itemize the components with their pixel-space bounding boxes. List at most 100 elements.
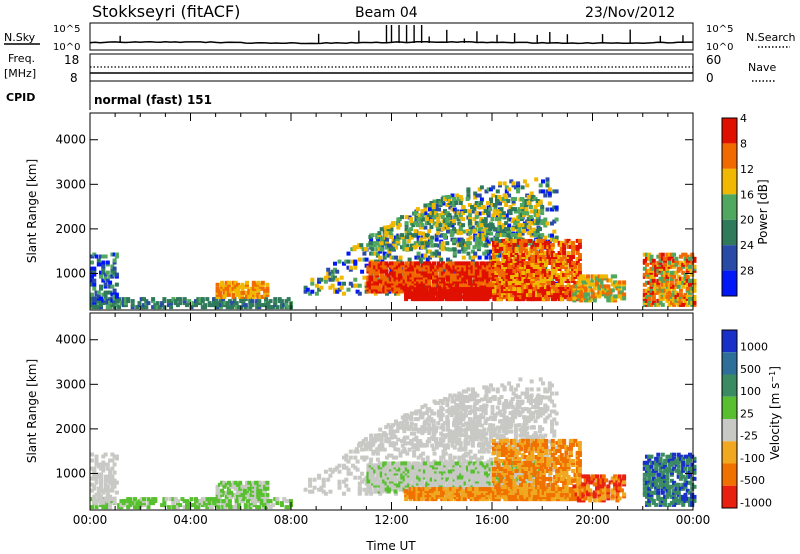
heatmap-cell (99, 500, 103, 505)
heatmap-cell (506, 227, 511, 232)
heatmap-cell (182, 499, 187, 504)
heatmap-cell (466, 193, 471, 198)
heatmap-cell (479, 265, 484, 270)
heatmap-cell (601, 290, 606, 295)
heatmap-cell (108, 505, 113, 510)
heatmap-cell (220, 488, 225, 493)
heatmap-cell (357, 283, 362, 288)
heatmap-cell (660, 270, 665, 275)
heatmap-cell (458, 231, 463, 236)
heatmap-cell (234, 301, 239, 306)
heatmap-cell (237, 305, 241, 310)
heatmap-cell (344, 457, 349, 462)
heatmap-cell (395, 261, 400, 266)
heatmap-cell (187, 299, 192, 304)
heatmap-cell (503, 251, 508, 255)
heatmap-cell (346, 251, 351, 256)
heatmap-cell (470, 443, 475, 448)
heatmap-cell (467, 241, 472, 246)
heatmap-cell (373, 433, 378, 438)
heatmap-cell (566, 238, 571, 243)
heatmap-cell (477, 227, 482, 232)
heatmap-cell (559, 277, 564, 281)
heatmap-cell (553, 253, 558, 257)
heatmap-cell (519, 263, 524, 267)
heatmap-cell (344, 483, 349, 488)
heatmap-cell (389, 453, 394, 458)
heatmap-cell (507, 297, 512, 302)
heatmap-cell (566, 289, 571, 294)
heatmap-cell (137, 503, 142, 508)
heatmap-cell (439, 409, 444, 414)
heatmap-cell (337, 281, 342, 286)
heatmap-cell (438, 287, 442, 292)
heatmap-cell (667, 256, 672, 261)
heatmap-cell (685, 286, 690, 291)
heatmap-cell (346, 265, 351, 270)
heatmap-cell (96, 290, 101, 295)
heatmap-cell (229, 286, 234, 291)
heatmap-cell (557, 283, 562, 287)
heatmap-cell (555, 273, 560, 277)
heatmap-cell (404, 261, 409, 266)
heatmap-cell (541, 279, 546, 283)
cpid-mode-text: normal (fast) 151 (94, 93, 212, 107)
heatmap-cell (105, 298, 110, 303)
heatmap-cell (676, 292, 681, 297)
heatmap-cell (238, 290, 243, 295)
heatmap-cell (649, 274, 654, 279)
heatmap-cell (146, 505, 151, 510)
heatmap-cell (492, 209, 497, 214)
heatmap-cell (562, 265, 567, 269)
heatmap-cell (559, 249, 564, 253)
heatmap-cell (583, 280, 588, 285)
heatmap-cell (391, 255, 396, 260)
heatmap-cell (613, 284, 618, 289)
heatmap-cell (495, 189, 500, 194)
heatmap-cell (674, 256, 679, 261)
heatmap-cell (484, 249, 489, 254)
heatmap-cell (415, 297, 420, 302)
heatmap-cell (581, 280, 586, 285)
heatmap-cell (230, 505, 235, 510)
heatmap-cell (200, 297, 205, 302)
heatmap-cell (92, 282, 97, 287)
heatmap-cell (353, 277, 358, 282)
heatmap-cell (528, 273, 533, 277)
heatmap-cell (151, 297, 156, 302)
heatmap-cell (473, 203, 478, 208)
heatmap-cell (110, 268, 115, 273)
heatmap-cell (382, 261, 387, 266)
heatmap-cell (339, 285, 344, 290)
heatmap-cell (375, 247, 380, 252)
heatmap-cell (473, 411, 478, 416)
heatmap-cell (597, 284, 602, 289)
heatmap-cell (548, 244, 553, 249)
heatmap-cell (103, 452, 108, 457)
heatmap-cell (530, 249, 535, 253)
heatmap-cell (398, 255, 403, 260)
heatmap-cell (481, 243, 486, 248)
heatmap-cell (676, 266, 681, 271)
heatmap-cell (370, 289, 375, 294)
heatmap-cell (395, 221, 400, 226)
heatmap-cell (404, 221, 409, 226)
heatmap-cell (346, 259, 351, 264)
heatmap-cell (227, 499, 232, 504)
heatmap-cell (479, 201, 484, 205)
heatmap-cell (357, 291, 362, 296)
heatmap-cell (99, 494, 103, 499)
heatmap-cell (387, 439, 392, 444)
heatmap-cell (516, 287, 521, 292)
heatmap-cell (121, 499, 126, 504)
heatmap-cell (114, 480, 119, 485)
heatmap-cell (676, 260, 681, 265)
heatmap-cell (502, 385, 507, 390)
heatmap-cell (310, 281, 315, 286)
heatmap-cell (519, 213, 524, 218)
heatmap-cell (539, 242, 544, 247)
heatmap-cell (681, 280, 686, 285)
heatmap-cell (489, 383, 493, 388)
heatmap-cell (477, 211, 482, 216)
heatmap-cell (409, 227, 414, 232)
